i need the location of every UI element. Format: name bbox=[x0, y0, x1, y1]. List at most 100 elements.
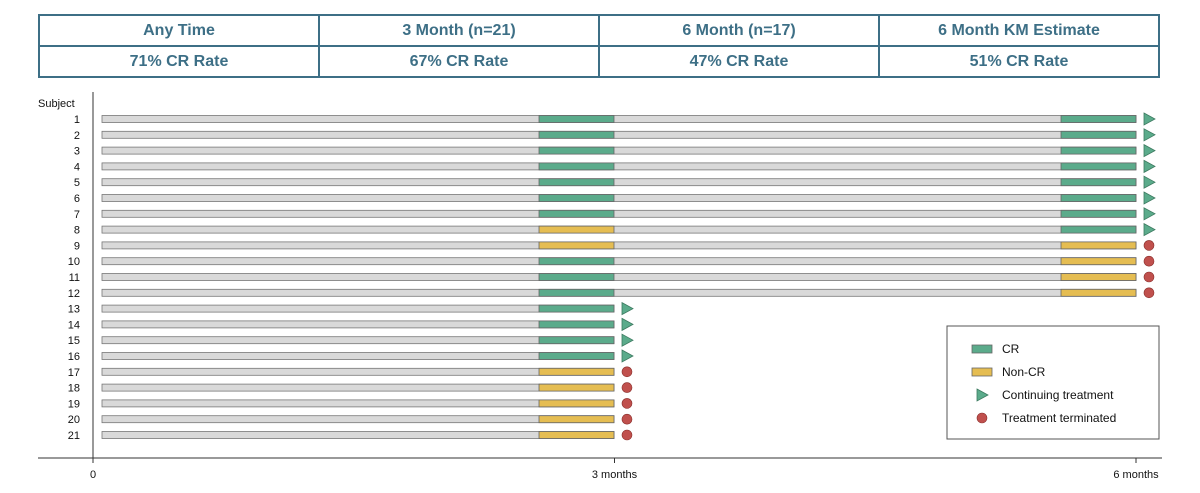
treatment-bar bbox=[101, 399, 615, 408]
treatment-bar bbox=[101, 431, 615, 439]
subject-row: 16 bbox=[68, 349, 634, 363]
subject-label: 11 bbox=[69, 272, 80, 284]
response-6-month-segment bbox=[1060, 146, 1137, 155]
subject-label: 15 bbox=[68, 335, 80, 347]
subject-row: 2 bbox=[74, 128, 1156, 142]
continuing-marker bbox=[621, 349, 634, 363]
terminated-marker bbox=[1143, 255, 1155, 267]
treatment-bar bbox=[101, 209, 1137, 218]
subject-label: 5 bbox=[74, 177, 80, 189]
continuing-marker bbox=[1143, 159, 1156, 174]
response-6-month-segment bbox=[1060, 273, 1137, 281]
summary-rate-row: 71% CR Rate 67% CR Rate 47% CR Rate 51% … bbox=[38, 45, 1160, 78]
subject-row: 12 bbox=[68, 287, 1155, 300]
response-6-month-segment bbox=[1060, 257, 1137, 266]
x-tick-label: 0 bbox=[90, 469, 96, 481]
terminated-marker bbox=[621, 413, 633, 425]
response-3-month-segment bbox=[538, 178, 615, 187]
summary-header-km-estimate: 6 Month KM Estimate bbox=[878, 14, 1160, 47]
subject-label: 17 bbox=[68, 367, 80, 379]
summary-rate-3-month: 67% CR Rate bbox=[318, 45, 600, 78]
subject-row: 9 bbox=[74, 240, 1155, 252]
summary-header-3-month: 3 Month (n=21) bbox=[318, 14, 600, 47]
treatment-bar bbox=[101, 304, 615, 313]
response-3-month-segment bbox=[538, 399, 615, 408]
summary-header-any-time: Any Time bbox=[38, 14, 320, 47]
terminated-marker bbox=[621, 366, 633, 378]
subject-label: 13 bbox=[68, 304, 80, 316]
treatment-bar bbox=[101, 146, 1137, 155]
summary-rate-6-month: 47% CR Rate bbox=[598, 45, 880, 78]
response-3-month-segment bbox=[538, 367, 615, 376]
continuing-marker bbox=[621, 301, 634, 316]
legend-label: CR bbox=[1002, 342, 1020, 356]
continuing-marker bbox=[1143, 222, 1156, 237]
response-3-month-segment bbox=[538, 304, 615, 313]
terminated-marker bbox=[1143, 287, 1155, 299]
response-3-month-segment bbox=[538, 194, 615, 202]
treatment-bar bbox=[101, 336, 615, 345]
subject-label: 10 bbox=[68, 256, 80, 268]
treatment-bar bbox=[101, 162, 1137, 171]
subject-row: 11 bbox=[69, 271, 1155, 284]
terminated-marker bbox=[621, 398, 633, 409]
treatment-bar bbox=[101, 241, 1137, 250]
legend-swatch-continuing bbox=[976, 388, 989, 402]
legend-swatch-terminated bbox=[976, 412, 988, 424]
continuing-marker bbox=[1143, 191, 1156, 205]
treatment-bar bbox=[101, 415, 615, 424]
summary-header-6-month: 6 Month (n=17) bbox=[598, 14, 880, 47]
treatment-bar bbox=[101, 352, 615, 360]
subject-row: 6 bbox=[74, 191, 1156, 205]
treatment-bar bbox=[101, 367, 615, 376]
subject-row: 5 bbox=[74, 175, 1156, 189]
terminated-marker bbox=[1143, 271, 1155, 283]
terminated-marker bbox=[621, 429, 633, 441]
response-3-month-segment bbox=[538, 288, 615, 297]
x-tick-label: 6 months bbox=[1113, 469, 1159, 481]
response-3-month-segment bbox=[538, 257, 615, 266]
continuing-marker bbox=[1143, 207, 1156, 221]
response-3-month-segment bbox=[538, 162, 615, 171]
summary-table: Any Time 3 Month (n=21) 6 Month (n=17) 6… bbox=[38, 14, 1160, 78]
subject-row: 15 bbox=[68, 333, 634, 347]
response-3-month-segment bbox=[538, 320, 615, 329]
legend-swatch-non-cr bbox=[971, 367, 993, 377]
subject-row: 8 bbox=[74, 222, 1156, 237]
subject-label: 4 bbox=[74, 161, 80, 173]
response-6-month-segment bbox=[1060, 115, 1137, 123]
subject-row: 18 bbox=[68, 382, 633, 395]
treatment-bar bbox=[101, 257, 1137, 266]
subject-label: 16 bbox=[68, 351, 80, 363]
treatment-bar bbox=[101, 115, 1137, 123]
response-3-month-segment bbox=[538, 415, 615, 424]
response-6-month-segment bbox=[1060, 209, 1137, 218]
subject-label: 12 bbox=[68, 288, 80, 300]
subject-row: 13 bbox=[68, 301, 634, 316]
subject-row: 14 bbox=[68, 317, 634, 331]
continuing-marker bbox=[1143, 128, 1156, 142]
response-3-month-segment bbox=[538, 130, 615, 139]
subject-label: 21 bbox=[68, 430, 80, 442]
subject-label: 20 bbox=[68, 414, 80, 426]
summary-rate-km-estimate: 51% CR Rate bbox=[878, 45, 1160, 78]
subject-label: 3 bbox=[74, 146, 80, 158]
summary-rate-any-time: 71% CR Rate bbox=[38, 45, 320, 78]
response-3-month-segment bbox=[538, 209, 615, 218]
continuing-marker bbox=[1143, 143, 1156, 158]
subject-label: 6 bbox=[74, 193, 80, 205]
legend-swatch-cr bbox=[971, 344, 993, 354]
subject-row: 17 bbox=[68, 366, 633, 379]
response-6-month-segment bbox=[1060, 225, 1137, 234]
response-6-month-segment bbox=[1060, 178, 1137, 187]
subject-row: 19 bbox=[68, 398, 633, 410]
subject-label: 2 bbox=[74, 130, 80, 142]
response-3-month-segment bbox=[538, 241, 615, 250]
subject-label: 14 bbox=[68, 319, 80, 331]
treatment-bar bbox=[101, 130, 1137, 139]
y-axis-label: Subject bbox=[38, 98, 75, 110]
subject-row: 10 bbox=[68, 255, 1155, 268]
response-3-month-segment bbox=[538, 352, 615, 360]
